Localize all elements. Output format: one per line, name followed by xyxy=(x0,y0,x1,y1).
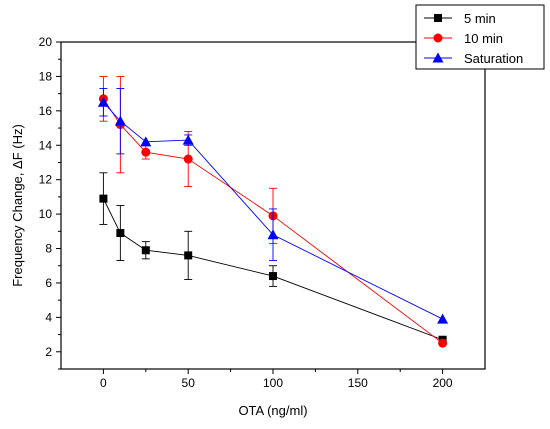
series-saturation xyxy=(97,88,449,324)
series-line xyxy=(103,98,443,344)
y-tick-label: 10 xyxy=(39,207,53,221)
legend-marker xyxy=(434,14,442,22)
data-point xyxy=(141,147,151,157)
data-point xyxy=(182,134,194,145)
data-point xyxy=(269,272,277,281)
x-tick-label: 200 xyxy=(433,376,453,390)
y-tick-label: 16 xyxy=(39,104,53,118)
legend-label: Saturation xyxy=(464,51,523,66)
data-point xyxy=(438,338,448,348)
y-tick-label: 14 xyxy=(39,138,53,152)
legend-marker xyxy=(432,52,444,63)
data-point xyxy=(99,194,108,203)
x-tick-label: 50 xyxy=(182,376,196,390)
data-point xyxy=(184,251,193,260)
data-point xyxy=(437,313,449,324)
series-line xyxy=(103,101,443,320)
x-axis-title: OTA (ng/ml) xyxy=(238,403,307,418)
legend: 5 min 10 min Saturation xyxy=(415,4,545,70)
plot-area xyxy=(97,75,449,348)
axes: 0 50 100 150 200 2 4 6 8 10 12 14 16 18 20 xyxy=(39,35,486,390)
data-point xyxy=(97,96,109,107)
legend-label: 10 min xyxy=(464,31,503,46)
legend-marker xyxy=(433,33,443,43)
data-point xyxy=(183,154,193,164)
y-tick-label: 2 xyxy=(45,345,52,359)
y-tick-label: 12 xyxy=(39,173,53,187)
data-point xyxy=(116,229,125,238)
data-point xyxy=(140,136,152,147)
y-tick-label: 20 xyxy=(39,35,53,49)
x-tick-label: 150 xyxy=(348,376,368,390)
y-tick-label: 6 xyxy=(45,276,52,290)
y-tick-label: 4 xyxy=(45,310,52,324)
y-tick-label: 18 xyxy=(39,69,53,83)
x-tick-label: 100 xyxy=(263,376,283,390)
data-point xyxy=(141,246,150,255)
y-tick-label: 8 xyxy=(45,242,52,256)
data-point xyxy=(267,229,279,240)
y-axis-title: Frequency Change, ΔF (Hz) xyxy=(10,124,25,287)
legend-label: 5 min xyxy=(464,11,496,26)
series-5-min xyxy=(99,172,447,344)
x-tick-label: 0 xyxy=(100,376,107,390)
data-point xyxy=(114,115,126,126)
series-line xyxy=(102,198,443,341)
